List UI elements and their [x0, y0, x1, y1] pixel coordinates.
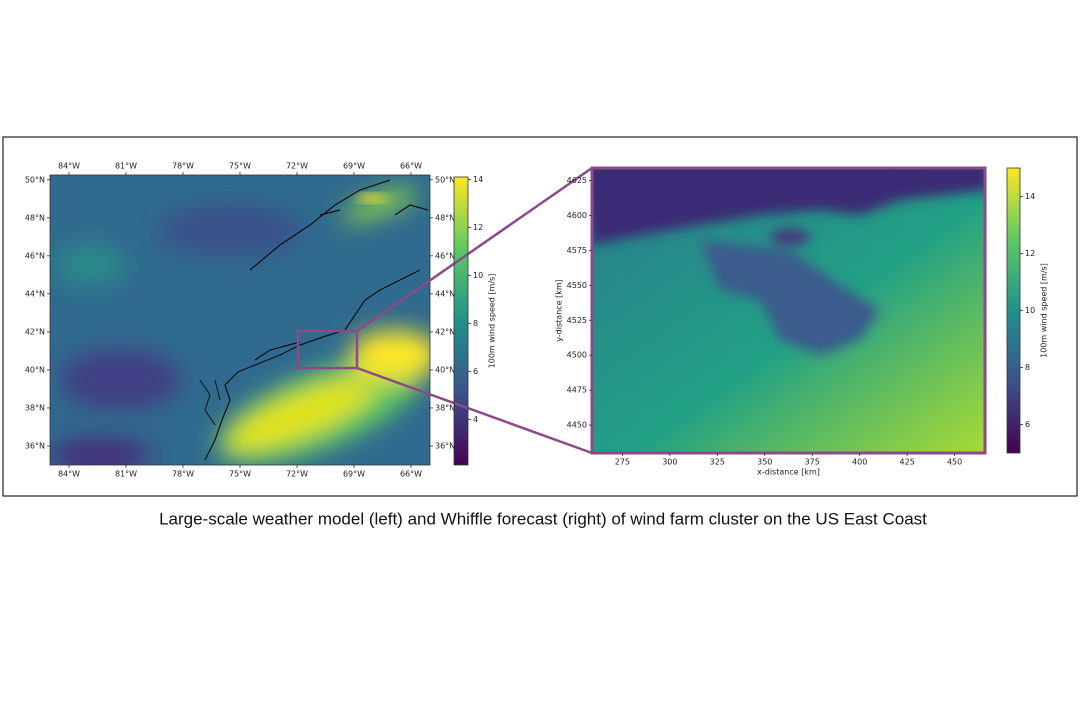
x-tick-label: 325	[710, 458, 725, 467]
x-tick-label: 69°W	[343, 162, 365, 171]
x-tick-label: 75°W	[229, 470, 251, 479]
y-tick-label: 4450	[567, 421, 587, 430]
x-tick-label: 66°W	[400, 162, 422, 171]
x-tick-label: 78°W	[172, 470, 194, 479]
colorbar-tick-label: 14	[1025, 192, 1035, 201]
x-tick-label: 425	[900, 458, 915, 467]
colorbar-frame	[453, 176, 469, 466]
y-tick-label: 46°N	[435, 251, 455, 260]
y-tick-label: 38°N	[435, 403, 455, 412]
colorbar-tick-label: 10	[473, 271, 483, 280]
x-tick-label: 69°W	[343, 470, 365, 479]
left-field	[50, 175, 430, 465]
colorbar-tick-label: 4	[473, 415, 478, 424]
y-tick-label: 50°N	[435, 175, 455, 184]
colorbar-label: 100m wind speed [m/s]	[488, 274, 497, 369]
colorbar-tick-label: 14	[473, 175, 483, 184]
figure-frame	[2, 136, 1078, 497]
y-tick-label: 4600	[567, 211, 587, 220]
x-tick-label: 350	[757, 458, 772, 467]
y-tick-label: 42°N	[25, 327, 45, 336]
y-tick-label: 48°N	[435, 213, 455, 222]
y-tick-label: 46°N	[25, 251, 45, 260]
right-colorbar	[1007, 168, 1020, 453]
y-tick-label: 4500	[567, 351, 587, 360]
x-tick-label: 450	[947, 458, 962, 467]
y-tick-label: 38°N	[25, 403, 45, 412]
x-tick-label: 72°W	[286, 162, 308, 171]
x-tick-label: 84°W	[58, 162, 80, 171]
x-tick-label: 375	[805, 458, 820, 467]
x-tick-label: 81°W	[115, 470, 137, 479]
y-tick-label: 40°N	[25, 365, 45, 374]
left-colorbar	[454, 177, 468, 465]
colorbar-label: 100m wind speed [m/s]	[1040, 263, 1049, 358]
y-tick-label: 42°N	[435, 327, 455, 336]
x-tick-label: 84°W	[58, 470, 80, 479]
x-tick-label: 275	[615, 458, 630, 467]
zoom-connector	[356, 166, 593, 333]
x-tick-label: 75°W	[229, 162, 251, 171]
zoom-frame	[590, 166, 987, 455]
y-tick-label: 48°N	[25, 213, 45, 222]
colorbar-tick-label: 8	[473, 319, 478, 328]
colorbar-tick-label: 8	[1025, 363, 1030, 372]
y-tick-label: 36°N	[25, 441, 45, 450]
right-field	[592, 168, 985, 453]
x-tick-label: 400	[852, 458, 867, 467]
y-tick-label: 4575	[567, 246, 587, 255]
y-tick-label: 4625	[567, 176, 587, 185]
x-axis-label: x-distance [km]	[757, 468, 820, 477]
y-tick-label: 44°N	[435, 289, 455, 298]
zoom-connector	[356, 366, 593, 455]
y-tick-label: 40°N	[435, 365, 455, 374]
x-tick-label: 300	[662, 458, 677, 467]
x-tick-label: 72°W	[286, 470, 308, 479]
y-axis-label: y-distance [km]	[555, 279, 564, 342]
colorbar-tick-label: 12	[1025, 249, 1035, 258]
y-tick-label: 4525	[567, 316, 587, 325]
x-tick-label: 78°W	[172, 162, 194, 171]
caption: Large-scale weather model (left) and Whi…	[159, 509, 927, 528]
y-tick-label: 50°N	[25, 175, 45, 184]
x-tick-label: 81°W	[115, 162, 137, 171]
colorbar-tick-label: 6	[473, 367, 478, 376]
x-tick-label: 66°W	[400, 470, 422, 479]
y-tick-label: 44°N	[25, 289, 45, 298]
colorbar-tick-label: 12	[473, 223, 483, 232]
zoom-box	[296, 329, 359, 370]
y-tick-label: 4550	[567, 281, 587, 290]
y-tick-label: 36°N	[435, 441, 455, 450]
colorbar-tick-label: 6	[1025, 420, 1030, 429]
y-tick-label: 4475	[567, 386, 587, 395]
colorbar-tick-label: 10	[1025, 306, 1035, 315]
